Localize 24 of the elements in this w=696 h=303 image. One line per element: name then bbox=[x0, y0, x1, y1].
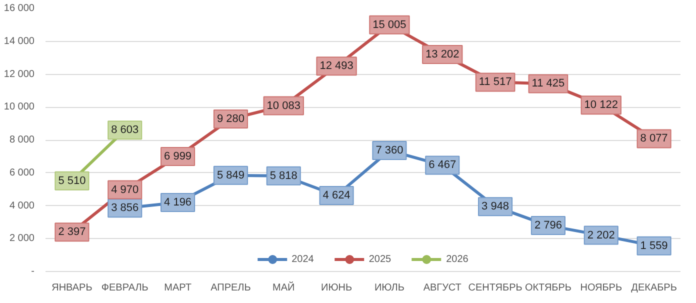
y-tick-label: 2 000 bbox=[9, 233, 35, 244]
x-tick-label: МАЙ bbox=[272, 280, 295, 294]
legend-label: 2024 bbox=[292, 254, 314, 264]
y-tick-label: - bbox=[31, 266, 35, 277]
x-tick-label: ФЕВРАЛЬ bbox=[101, 282, 149, 294]
y-tick-label: 6 000 bbox=[9, 167, 35, 178]
y-tick-label: 10 000 bbox=[4, 102, 35, 113]
y-tick-label: 8 000 bbox=[9, 134, 35, 146]
x-tick-label: МАРТ bbox=[164, 282, 192, 294]
y-tick-label: 14 000 bbox=[4, 36, 35, 47]
x-tick-label: АПРЕЛЬ bbox=[210, 282, 252, 294]
legend-label: 2026 bbox=[446, 254, 468, 264]
x-tick-label: ИЮЛЬ bbox=[374, 282, 405, 294]
x-tick-label: ЯНВАРЬ bbox=[52, 282, 93, 294]
x-tick-label: НОЯБРЬ bbox=[580, 282, 622, 294]
legend-label: 2025 bbox=[368, 254, 392, 264]
x-tick-label: СЕНТЯБРЬ bbox=[468, 282, 523, 294]
x-tick-label: АВГУСТ bbox=[423, 282, 462, 294]
x-tick-label: ИЮНЬ bbox=[321, 282, 353, 294]
y-tick-label: 16 000 bbox=[4, 3, 35, 14]
y-tick-label: 4 000 bbox=[9, 200, 35, 212]
y-tick-label: 12 000 bbox=[4, 68, 35, 80]
x-tick-label: ОКТЯБРЬ bbox=[524, 282, 572, 294]
x-tick-label: ДЕКАБРЬ bbox=[631, 282, 678, 294]
